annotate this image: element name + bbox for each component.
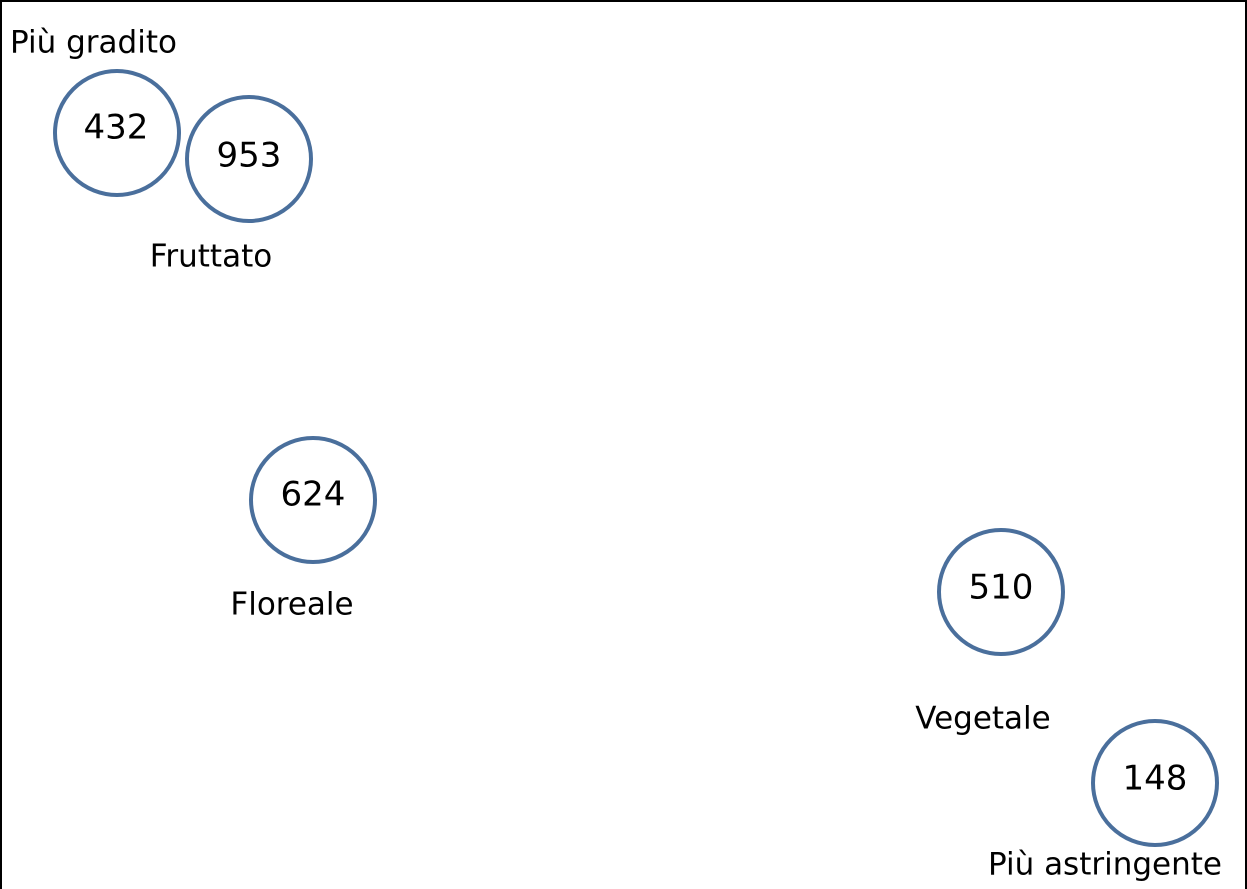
node-circle — [249, 436, 377, 564]
group-label: Fruttato — [150, 239, 272, 275]
node-circle — [53, 69, 181, 197]
top-label: Più gradito — [10, 25, 177, 61]
node-circle — [937, 528, 1065, 656]
group-label: Vegetale — [915, 701, 1050, 737]
node-circle — [185, 95, 313, 223]
node-label: 510 — [969, 568, 1034, 608]
group-label: Floreale — [230, 587, 353, 623]
node-label: 432 — [84, 108, 149, 148]
node-label: 148 — [1123, 759, 1188, 799]
node-label: 624 — [281, 475, 346, 515]
bottom-label: Più astringente — [988, 847, 1222, 883]
node-label: 953 — [217, 136, 282, 176]
node-circle — [1091, 719, 1219, 847]
